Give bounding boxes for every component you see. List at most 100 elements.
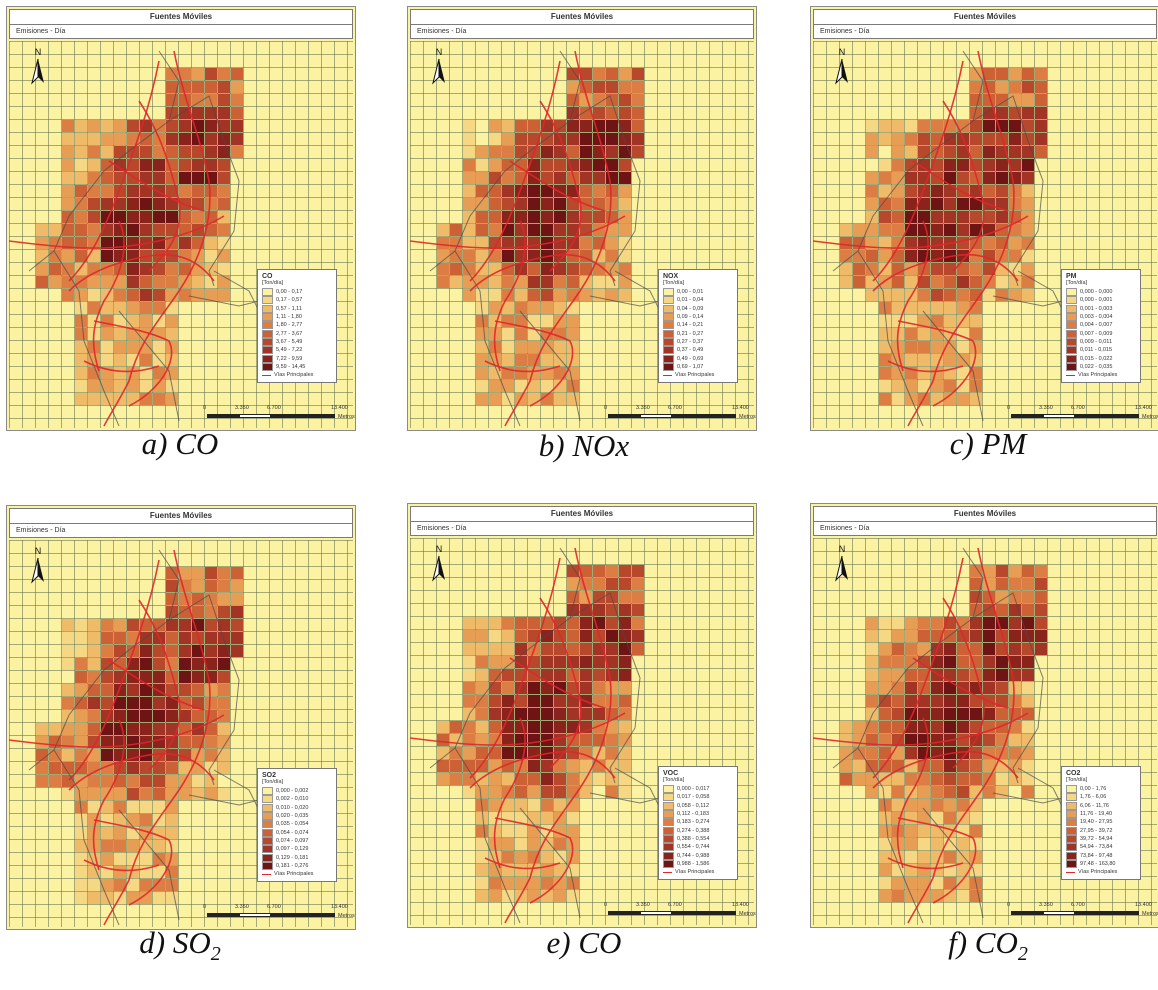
map-legend: NOX [Ton/día] 0,00 - 0,01 0,01 - 0,04 0,04 -…	[658, 269, 738, 384]
scale-tick-label: 6.700	[267, 405, 281, 411]
grid-cell	[593, 773, 605, 785]
grid-cell	[101, 749, 113, 761]
grid-cell	[62, 120, 74, 132]
legend-swatch	[262, 820, 273, 829]
grid-cell	[580, 786, 592, 798]
grid-cell	[192, 159, 204, 171]
grid-cell	[205, 593, 217, 605]
grid-cell	[593, 604, 605, 616]
grid-cell	[502, 630, 514, 642]
grid-cell	[476, 682, 488, 694]
grid-cell	[619, 682, 631, 694]
grid-cell	[606, 630, 618, 642]
grid-cell	[75, 146, 87, 158]
main-roads	[410, 50, 626, 427]
grid-cell	[62, 159, 74, 171]
grid-cell	[218, 697, 230, 709]
grid-cell	[580, 617, 592, 629]
road-line-swatch	[1066, 871, 1075, 873]
road-line	[9, 714, 225, 748]
grid-cell	[515, 354, 527, 366]
emission-cells	[437, 68, 644, 405]
grid-cell	[840, 734, 852, 746]
legend-swatch	[1066, 818, 1077, 827]
grid-cell	[593, 289, 605, 301]
legend-item: 0,09 - 0,14	[663, 313, 733, 322]
grid-cell	[127, 315, 139, 327]
legend-title: PM	[1066, 273, 1077, 280]
grid-cell	[957, 773, 969, 785]
grid-cell	[88, 632, 100, 644]
road-line	[103, 549, 211, 926]
grid-cell	[489, 146, 501, 158]
grid-cell	[541, 773, 553, 785]
grid-cell	[476, 185, 488, 197]
grid-cell	[541, 354, 553, 366]
scale-tick-label: 13.400	[331, 904, 348, 910]
legend-title: CO2	[1066, 770, 1081, 777]
legend-item: 0,007 - 0,009	[1066, 329, 1136, 338]
grid-cell	[879, 120, 891, 132]
grid-cell	[619, 198, 631, 210]
grid-cell	[218, 749, 230, 761]
grid-cell	[879, 211, 891, 223]
grid-cell	[931, 851, 943, 863]
grid-cell	[866, 721, 878, 733]
grid-cell	[840, 250, 852, 262]
grid-cell	[957, 289, 969, 301]
grid-cell	[476, 890, 488, 902]
scale-segment	[640, 911, 672, 915]
grid-cell	[970, 825, 982, 837]
grid-cell	[127, 723, 139, 735]
grid-cell	[918, 380, 930, 392]
grid-cell	[918, 211, 930, 223]
grid-cell	[918, 133, 930, 145]
grid-cell	[179, 762, 191, 774]
legend-item: 0,274 - 0,388	[663, 826, 733, 835]
grid-cell	[606, 120, 618, 132]
grid-cell	[179, 710, 191, 722]
north-label: N	[34, 546, 42, 556]
grid-cell	[619, 107, 631, 119]
grid-cell	[528, 224, 540, 236]
grid-cell	[918, 682, 930, 694]
grid-cell	[205, 133, 217, 145]
legend-label: 0,112 - 0,183	[677, 811, 710, 818]
grid-cell	[515, 656, 527, 668]
grid-cell	[114, 697, 126, 709]
scale-tick-label: 13.400	[1135, 902, 1152, 908]
legend-unit: [Ton/día]	[663, 280, 685, 286]
grid-cell	[205, 658, 217, 670]
legend-item: 0,000 - 0,002	[262, 787, 332, 796]
legend-item: 0,04 - 0,09	[663, 304, 733, 313]
road-line	[92, 719, 125, 871]
grid-cell	[983, 786, 995, 798]
legend-label: 0,988 - 1,586	[677, 860, 710, 867]
road-line	[509, 160, 606, 212]
grid-cell	[567, 617, 579, 629]
legend-label: 27,95 - 39,72	[1080, 827, 1113, 834]
legend-swatch	[1066, 329, 1077, 338]
grid-cell	[606, 565, 618, 577]
grid-cell	[918, 341, 930, 353]
grid-cell	[970, 120, 982, 132]
grid-cell	[101, 250, 113, 262]
grid-cell	[528, 289, 540, 301]
road-line	[410, 215, 626, 249]
grid-cell	[515, 877, 527, 889]
grid-cell	[101, 840, 113, 852]
grid-cell	[88, 159, 100, 171]
grid-cell	[192, 276, 204, 288]
grid-cell	[515, 224, 527, 236]
grid-cell	[879, 812, 891, 824]
grid-cell	[567, 94, 579, 106]
road-line	[896, 220, 929, 372]
grid-cell	[515, 721, 527, 733]
grid-cell	[567, 656, 579, 668]
grid-cell	[62, 736, 74, 748]
grid-cell	[593, 263, 605, 275]
grid-cell	[970, 695, 982, 707]
grid-cell	[166, 762, 178, 774]
grid-cell	[931, 682, 943, 694]
grid-cell	[554, 721, 566, 733]
